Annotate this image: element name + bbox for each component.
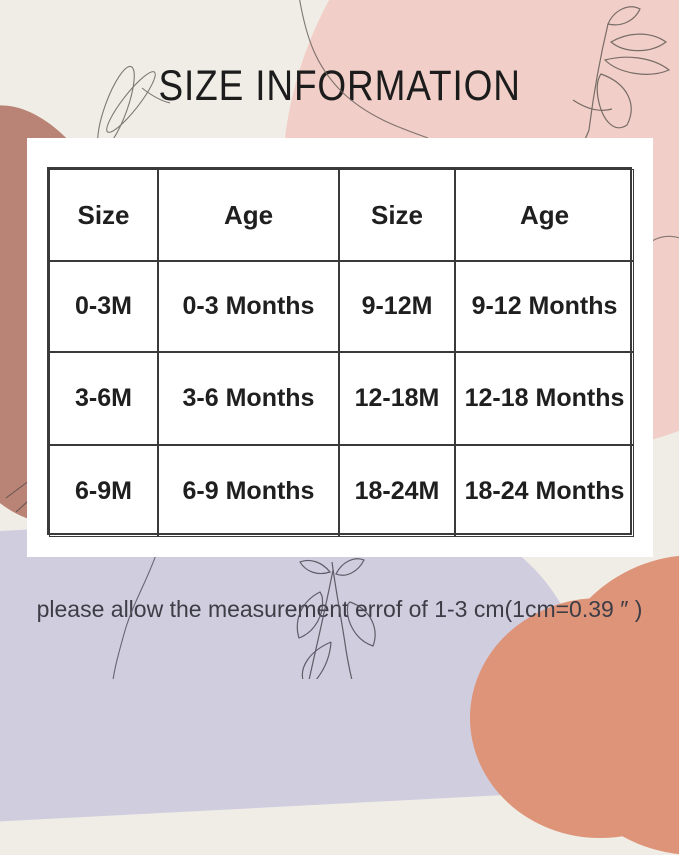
- size-table: Size Age Size Age 0-3M 0-3 Months 9-12M …: [47, 167, 634, 537]
- table-cell: 0-3 Months: [158, 261, 339, 352]
- table-cell: 18-24 Months: [455, 445, 634, 537]
- table-cell: 18-24M: [339, 445, 455, 537]
- table-cell: 12-18M: [339, 352, 455, 445]
- table-cell: 6-9M: [49, 445, 158, 537]
- table-cell: 9-12 Months: [455, 261, 634, 352]
- table-cell: 3-6M: [49, 352, 158, 445]
- table-cell: 3-6 Months: [158, 352, 339, 445]
- page-title: SIZE INFORMATION: [0, 62, 679, 111]
- table-cell: 12-18 Months: [455, 352, 634, 445]
- header-size-2: Size: [339, 169, 455, 261]
- header-age-2: Age: [455, 169, 634, 261]
- page-title-text: SIZE INFORMATION: [158, 62, 521, 110]
- table-cell: 9-12M: [339, 261, 455, 352]
- table-cell: 0-3M: [49, 261, 158, 352]
- measurement-footnote: please allow the measurement errof of 1-…: [36, 596, 643, 622]
- size-table-card: Size Age Size Age 0-3M 0-3 Months 9-12M …: [27, 138, 653, 557]
- header-age-1: Age: [158, 169, 339, 261]
- table-cell: 6-9 Months: [158, 445, 339, 537]
- header-size-1: Size: [49, 169, 158, 261]
